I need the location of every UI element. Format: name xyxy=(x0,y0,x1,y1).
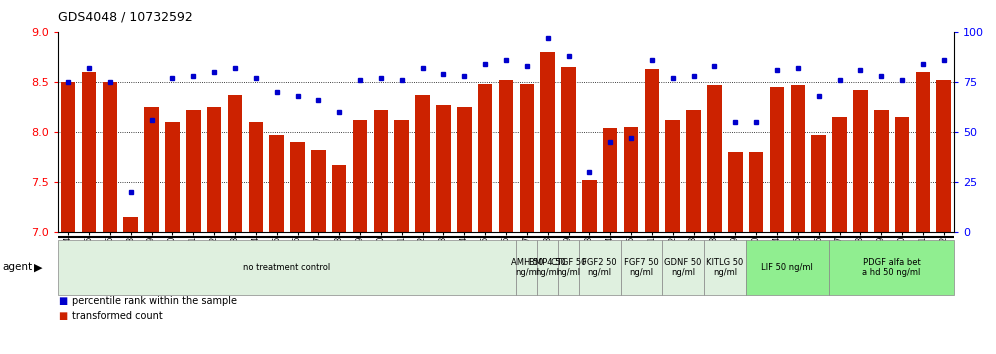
Bar xyxy=(394,120,409,232)
Bar xyxy=(207,107,221,232)
Bar xyxy=(436,105,451,232)
Bar xyxy=(478,84,492,232)
Text: PDGF alfa bet
a hd 50 ng/ml: PDGF alfa bet a hd 50 ng/ml xyxy=(863,258,921,277)
Text: ■: ■ xyxy=(58,296,67,306)
Text: FGF2 50
ng/ml: FGF2 50 ng/ml xyxy=(583,258,618,277)
Bar xyxy=(936,80,951,232)
Text: ■: ■ xyxy=(58,312,67,321)
Bar xyxy=(662,240,704,295)
Text: LIF 50 ng/ml: LIF 50 ng/ml xyxy=(762,263,814,272)
Bar xyxy=(103,82,118,232)
Bar xyxy=(791,85,805,232)
Text: FGF7 50
ng/ml: FGF7 50 ng/ml xyxy=(624,258,658,277)
Bar xyxy=(746,240,829,295)
Bar xyxy=(415,95,430,232)
Bar xyxy=(621,240,662,295)
Text: AMH 50
ng/ml: AMH 50 ng/ml xyxy=(511,258,543,277)
Bar xyxy=(374,110,388,232)
Bar xyxy=(623,127,638,232)
Text: agent: agent xyxy=(2,262,32,273)
Bar xyxy=(582,180,597,232)
Bar xyxy=(186,110,200,232)
Text: BMP4 50
ng/ml: BMP4 50 ng/ml xyxy=(529,258,566,277)
Bar xyxy=(704,240,746,295)
Text: percentile rank within the sample: percentile rank within the sample xyxy=(72,296,237,306)
Bar xyxy=(499,80,513,232)
Text: transformed count: transformed count xyxy=(72,312,162,321)
Bar xyxy=(853,90,868,232)
Bar xyxy=(61,82,76,232)
Bar xyxy=(537,240,558,295)
Bar xyxy=(686,110,701,232)
Bar xyxy=(124,217,138,232)
Bar xyxy=(558,240,579,295)
Bar xyxy=(332,165,347,232)
Bar xyxy=(165,122,179,232)
Bar xyxy=(749,152,763,232)
Bar xyxy=(873,110,888,232)
Bar xyxy=(58,240,516,295)
Bar xyxy=(457,107,471,232)
Bar xyxy=(665,120,680,232)
Text: no treatment control: no treatment control xyxy=(243,263,331,272)
Bar xyxy=(228,95,242,232)
Bar xyxy=(915,72,930,232)
Text: GDNF 50
ng/ml: GDNF 50 ng/ml xyxy=(664,258,702,277)
Bar xyxy=(353,120,368,232)
Bar xyxy=(728,152,743,232)
Bar xyxy=(833,117,847,232)
Bar xyxy=(812,135,826,232)
Bar xyxy=(770,87,784,232)
Bar xyxy=(707,85,722,232)
Text: KITLG 50
ng/ml: KITLG 50 ng/ml xyxy=(706,258,743,277)
Bar xyxy=(561,67,576,232)
Bar xyxy=(520,84,534,232)
Bar xyxy=(644,69,659,232)
Bar xyxy=(603,128,618,232)
Bar xyxy=(894,117,909,232)
Bar xyxy=(311,150,326,232)
Bar xyxy=(249,122,263,232)
Bar xyxy=(579,240,621,295)
Text: ▶: ▶ xyxy=(34,262,43,273)
Bar xyxy=(829,240,954,295)
Bar xyxy=(541,52,555,232)
Bar xyxy=(144,107,159,232)
Text: CTGF 50
ng/ml: CTGF 50 ng/ml xyxy=(551,258,587,277)
Bar xyxy=(290,142,305,232)
Bar xyxy=(269,135,284,232)
Text: GDS4048 / 10732592: GDS4048 / 10732592 xyxy=(58,11,192,24)
Bar xyxy=(516,240,537,295)
Bar xyxy=(82,72,97,232)
